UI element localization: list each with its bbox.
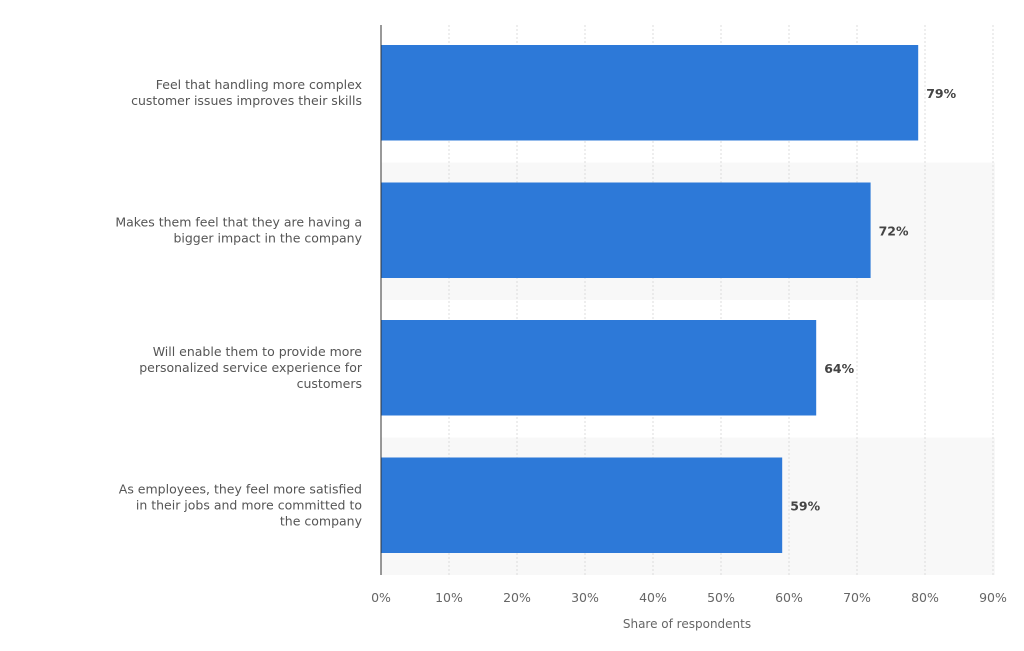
category-label: the company: [280, 513, 363, 528]
x-tick-label: 80%: [911, 590, 939, 605]
x-tick-label: 40%: [639, 590, 667, 605]
category-label: Will enable them to provide more: [153, 344, 363, 359]
x-tick-label: 70%: [843, 590, 871, 605]
data-label: 59%: [790, 498, 820, 513]
x-tick-label: 10%: [435, 590, 463, 605]
data-label: 72%: [879, 223, 909, 238]
category-label: customers: [297, 376, 362, 391]
data-label: 79%: [926, 86, 956, 101]
x-axis-title: Share of respondents: [623, 617, 751, 631]
category-label: in their jobs and more committed to: [136, 497, 362, 512]
x-tick-label: 50%: [707, 590, 735, 605]
x-tick-label: 30%: [571, 590, 599, 605]
x-tick-label: 60%: [775, 590, 803, 605]
x-tick-label: 90%: [979, 590, 1007, 605]
bar: [381, 45, 919, 141]
x-tick-label: 0%: [371, 590, 391, 605]
bar: [381, 182, 871, 278]
data-label: 64%: [824, 361, 854, 376]
category-label: Feel that handling more complex: [156, 77, 362, 92]
category-label: personalized service experience for: [139, 360, 363, 375]
category-label: Makes them feel that they are having a: [115, 214, 362, 229]
category-label: As employees, they feel more satisfied: [119, 481, 362, 496]
category-label: customer issues improves their skills: [131, 93, 362, 108]
bar: [381, 320, 817, 416]
x-tick-label: 20%: [503, 590, 531, 605]
category-label: bigger impact in the company: [173, 230, 362, 245]
bar: [381, 457, 783, 553]
